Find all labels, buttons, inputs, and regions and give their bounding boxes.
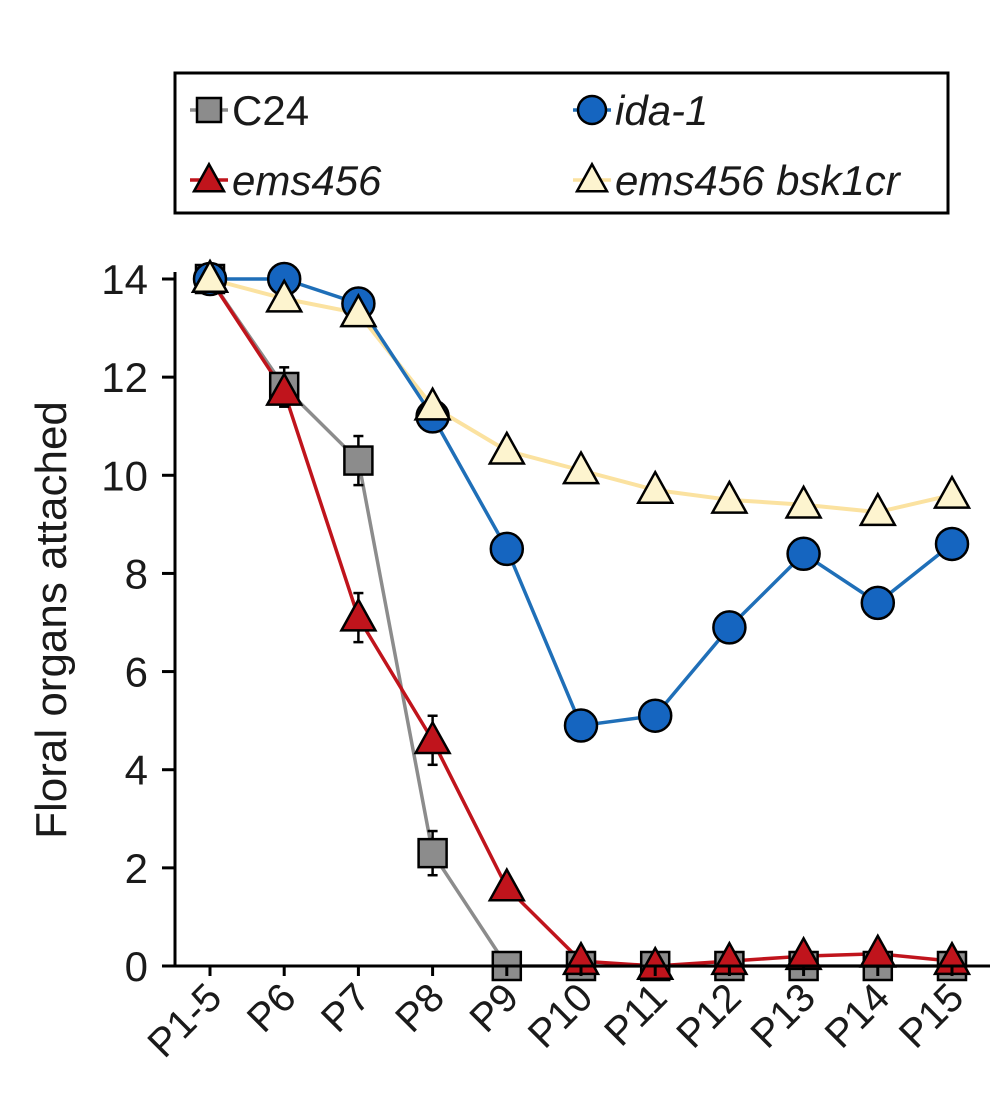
x-tick-label: P12 [668, 975, 749, 1056]
legend-entry: ems456 [190, 157, 382, 204]
data-point-triangle [487, 430, 526, 465]
y-tick-label: 2 [125, 845, 148, 892]
legend-entry: ida-1 [573, 87, 708, 134]
x-tick-label: P6 [239, 975, 305, 1041]
y-tick-label: 4 [125, 747, 148, 794]
y-axis-title: Floral organs attached [27, 401, 76, 839]
data-point-triangle [339, 597, 378, 632]
y-tick-label: 12 [101, 354, 148, 401]
data-point-triangle [636, 945, 675, 980]
x-tick-label: P9 [461, 975, 527, 1041]
legend-entry: C24 [190, 87, 309, 134]
legend-label: ems456 bsk1cr [615, 157, 902, 204]
y-tick-label: 6 [125, 649, 148, 696]
data-point-triangle [265, 371, 304, 406]
legend-box [173, 71, 950, 215]
data-point-triangle [413, 386, 452, 421]
data-point-triangle [932, 474, 972, 509]
data-point-square [417, 837, 448, 869]
y-tick-label: 8 [125, 550, 148, 597]
x-tick-label: P11 [596, 975, 675, 1054]
legend-label: C24 [232, 87, 309, 134]
data-point-triangle [190, 258, 230, 293]
data-point-triangle [561, 449, 601, 485]
x-tick-label: P1-5 [140, 975, 231, 1066]
x-tick-label: P15 [891, 975, 972, 1056]
data-point-triangle [636, 469, 675, 505]
data-point-triangle [339, 292, 378, 328]
x-tick-label: P14 [817, 975, 898, 1056]
legend: C24 ida-1 ems456 ems456 bsk1cr [173, 71, 950, 215]
data-point-circle [934, 526, 970, 562]
legend-marker-square [195, 96, 223, 124]
legend-label: ems456 [232, 157, 382, 204]
y-tick-label: 10 [101, 452, 148, 499]
legend-marker-triangle [191, 161, 227, 193]
data-point-circle [489, 531, 525, 567]
legend-marker-circle [576, 94, 608, 126]
data-point-circle [860, 585, 896, 621]
x-tick-label: P13 [743, 975, 824, 1056]
data-point-triangle [710, 479, 749, 514]
legend-entry: ems456 bsk1cr [573, 157, 902, 204]
legend-label: ida-1 [615, 87, 708, 134]
legend-marker-triangle [574, 161, 610, 193]
y-tick-label: 14 [101, 256, 148, 303]
y-tick-label: 0 [125, 943, 148, 990]
data-point-triangle [265, 278, 304, 313]
data-point-circle [563, 708, 599, 743]
x-tick-label: P10 [520, 975, 601, 1056]
x-tick-label: P7 [313, 975, 379, 1041]
series-line-2 [208, 278, 953, 968]
data-point-triangle [858, 491, 897, 527]
series-line-0 [208, 278, 952, 968]
x-tick-label: P8 [387, 975, 453, 1041]
data-point-triangle [413, 719, 452, 755]
data-point-circle [712, 610, 747, 645]
data-point-triangle [487, 867, 526, 902]
plot-area [190, 258, 972, 982]
data-point-square [343, 445, 374, 476]
axes: 0 2 4 6 8 10 12 14 P1-5 P6 P7 P8 P9P10P11P12P13P14P… [27, 256, 990, 1066]
data-point-triangle [784, 484, 823, 519]
data-point-circle [637, 698, 673, 733]
data-point-circle [786, 536, 821, 572]
